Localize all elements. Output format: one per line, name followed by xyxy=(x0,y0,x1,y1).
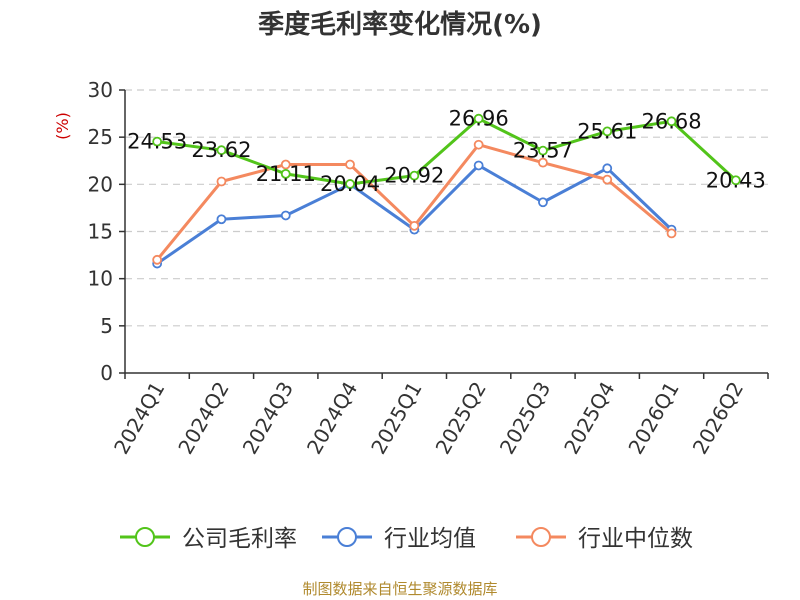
legend: 公司毛利率 行业均值 行业中位数 xyxy=(120,526,693,552)
series-point xyxy=(216,176,227,187)
series-line xyxy=(156,117,737,186)
y-axis-label: (%) xyxy=(53,112,72,140)
y-tick-label: 0 xyxy=(100,361,113,385)
series-point xyxy=(409,220,420,231)
x-tick-label: 2025Q4 xyxy=(559,378,619,459)
y-tick-label: 10 xyxy=(88,267,113,291)
legend-label: 公司毛利率 xyxy=(182,526,297,552)
x-tick-label: 2024Q2 xyxy=(173,378,233,459)
data-label: 26.96 xyxy=(449,107,509,131)
y-tick-label: 5 xyxy=(100,314,113,338)
y-tick-label: 30 xyxy=(88,78,113,102)
series-point xyxy=(280,210,291,221)
data-label: 25.61 xyxy=(577,119,637,143)
data-label: 24.53 xyxy=(127,130,187,154)
data-label: 21.11 xyxy=(256,162,316,186)
series-point xyxy=(538,157,548,168)
series-point xyxy=(280,168,291,179)
data-label: 26.68 xyxy=(641,109,701,133)
x-tick-label: 2024Q3 xyxy=(238,378,298,459)
y-tick-label: 15 xyxy=(88,220,113,244)
legend-label: 行业中位数 xyxy=(578,526,693,552)
series-point xyxy=(345,159,355,170)
series-point xyxy=(152,136,163,147)
data-label: 23.62 xyxy=(191,138,251,162)
x-tick-label: 2026Q1 xyxy=(623,378,683,459)
y-tick-label: 25 xyxy=(88,125,113,149)
series-point xyxy=(473,139,484,150)
x-tick-label: 2025Q1 xyxy=(366,378,426,459)
series-point xyxy=(602,174,613,185)
series xyxy=(152,113,741,269)
series-point xyxy=(473,113,484,124)
chart-title: 季度毛利率变化情况(%) xyxy=(258,9,542,40)
series-point xyxy=(602,126,613,137)
source-note: 制图数据来自恒生聚源数据库 xyxy=(302,580,497,598)
x-tick-label: 2026Q2 xyxy=(688,378,748,459)
legend-marker xyxy=(531,527,551,547)
legend-marker xyxy=(337,527,357,547)
series-point xyxy=(730,175,741,186)
legend-label: 行业均值 xyxy=(384,526,476,552)
data-label: 20.04 xyxy=(320,172,380,196)
series-point xyxy=(538,197,548,208)
data-label: 20.43 xyxy=(706,168,766,192)
legend-marker xyxy=(135,527,155,547)
series-point xyxy=(473,160,484,171)
series-point xyxy=(280,159,291,170)
data-label: 23.57 xyxy=(513,139,573,163)
series-point xyxy=(409,170,420,181)
series-point xyxy=(538,145,548,156)
series-point xyxy=(152,254,163,265)
series-point xyxy=(666,228,677,239)
x-tick-label: 2025Q2 xyxy=(431,378,491,459)
y-tick-label: 20 xyxy=(88,172,113,196)
series-point xyxy=(345,179,355,189)
x-tick-label: 2025Q3 xyxy=(495,378,555,459)
x-tick-label: 2024Q1 xyxy=(109,378,169,459)
series-point xyxy=(602,163,613,174)
series-point xyxy=(216,214,227,225)
x-tick-label: 2024Q4 xyxy=(302,378,362,459)
series-point xyxy=(216,145,227,156)
series-point xyxy=(666,116,677,127)
data-label: 20.92 xyxy=(384,164,444,188)
